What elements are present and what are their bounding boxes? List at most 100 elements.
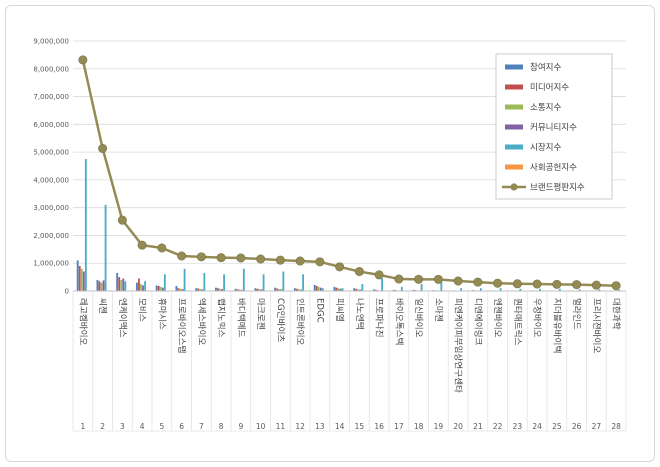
x-axis: [72, 290, 627, 432]
bar-시장지수-CG인바이츠: [282, 271, 285, 291]
bar-소통지수-랩지노믹스: [219, 288, 221, 291]
bar-미디어지수-랩지노믹스: [217, 288, 219, 291]
bar-series: [76, 159, 621, 291]
point-브랜드평판지수-엔케이맥스: [117, 215, 127, 225]
category-index-label: 17: [394, 422, 404, 431]
bar-미디어지수-마크로젠: [256, 288, 259, 291]
bar-시장지수-디엔에이링크: [479, 288, 482, 291]
legend-label: 브랜드평판지수: [530, 182, 585, 193]
bar-미디어지수-인트론바이오: [296, 288, 298, 291]
bar-미디어지수-프로파나진: [375, 289, 377, 291]
bar-시장지수-씨젠: [104, 204, 107, 291]
category-index-label: 11: [276, 422, 286, 431]
bar-커뮤니티지수-EDGC: [319, 287, 322, 291]
bar-시장지수-바이오톡스텍: [400, 286, 403, 291]
legend-label: 시장지수: [530, 142, 561, 153]
legend-swatch-시장지수: [505, 144, 523, 150]
category-label: 프로파나진: [374, 298, 385, 338]
grid-lines: [73, 40, 626, 292]
bar-참여지수-바디텍메드: [234, 288, 237, 291]
y-axis-ticks: 0 1,000,000 2,000,000 3,000,000 4,000,000 5,0…: [33, 38, 69, 296]
bar-시장지수-마크로젠: [262, 274, 265, 291]
bar-시장지수-프로파나진: [381, 278, 384, 291]
category-label: 레고켐바이오: [77, 298, 89, 346]
bar-시장지수-프리시젼바이오: [598, 289, 601, 291]
bar-커뮤니티지수-나노엔텍: [359, 289, 362, 291]
category-label: 대한과학: [611, 298, 622, 330]
bar-커뮤니티지수-레고켐바이오: [82, 271, 85, 291]
bar-시장지수-바디텍메드: [242, 268, 245, 291]
bar-참여지수-바이오톡스텍: [392, 289, 395, 291]
bar-참여지수-EDGC: [313, 284, 316, 291]
bar-소통지수-씨젠: [100, 282, 103, 291]
category-index-label: 13: [315, 422, 325, 431]
bar-커뮤니티지수-엔케이맥스: [122, 278, 125, 291]
bar-시장지수-랩지노믹스: [223, 274, 226, 291]
y-tick-label: 0: [65, 288, 69, 296]
bar-미디어지수-씨젠: [98, 281, 101, 291]
category-label: 피엔케이피부임상연구센타: [453, 298, 465, 393]
bar-시장지수-인트론바이오: [302, 274, 305, 291]
point-브랜드평판지수-CG인바이츠: [275, 255, 285, 265]
category-index-label: 10: [256, 422, 266, 431]
bar-미디어지수-CG인바이츠: [276, 288, 279, 291]
category-index-label: 15: [355, 422, 365, 431]
category-label: 퀀타매트릭스: [512, 298, 524, 346]
bar-시장지수-엔젠바이오: [499, 288, 502, 291]
bar-참여지수-일신바이오: [412, 289, 415, 291]
bar-미디어지수-바디텍메드: [236, 289, 239, 291]
category-label: 엑세스바이오: [196, 298, 208, 346]
point-브랜드평판지수-프리시젼바이오: [591, 280, 601, 290]
legend-swatch-참여지수: [505, 64, 523, 70]
bar-참여지수-휴마시스: [155, 285, 158, 291]
bar-소통지수-EDGC: [317, 286, 320, 291]
category-index-label: 19: [434, 422, 444, 431]
legend-label: 참여지수: [530, 62, 561, 73]
point-브랜드평판지수-바디텍메드: [236, 253, 246, 263]
y-tick-label: 7,000,000: [33, 93, 69, 101]
point-브랜드평판지수-피엔케이피부임상연구센타: [453, 276, 463, 286]
bar-참여지수-마크로젠: [254, 288, 257, 291]
bar-소통지수-나노엔텍: [357, 289, 360, 291]
bar-커뮤니티지수-랩지노믹스: [221, 289, 223, 291]
bar-시장지수-피씨엘: [341, 288, 344, 291]
bar-커뮤니티지수-피씨엘: [339, 288, 342, 291]
category-index-label: 6: [179, 422, 184, 431]
bar-참여지수-CG인바이츠: [274, 287, 277, 291]
bar-커뮤니티지수-인트론바이오: [300, 289, 302, 291]
bar-시장지수-퀀타매트릭스: [519, 288, 522, 291]
point-브랜드평판지수-멀라인드: [572, 280, 582, 290]
point-브랜드평판지수-레고켐바이오: [78, 55, 88, 65]
bar-커뮤니티지수-CG인바이츠: [280, 289, 283, 291]
category-label: 바이오톡스텍: [393, 298, 404, 345]
category-label: 랩지노믹스: [216, 298, 228, 338]
bar-미디어지수-나노엔텍: [355, 288, 358, 291]
category-label: 우정바이오: [532, 298, 543, 338]
point-브랜드평판지수-랩지노믹스: [216, 253, 226, 263]
bar-소통지수-엑세스바이오: [199, 289, 202, 291]
category-label: 인트론바이오: [295, 298, 306, 346]
point-브랜드평판지수-모비스: [137, 240, 147, 250]
category-label: 나노엔텍: [354, 298, 365, 330]
bar-미디어지수-피씨엘: [335, 287, 338, 291]
legend-marker-브랜드평판지수: [510, 183, 518, 191]
legend-label: 미디어지수: [530, 82, 569, 93]
category-label: CG인바이츠: [275, 298, 286, 342]
bar-소통지수-엔케이맥스: [120, 279, 123, 291]
category-label: 프로바이오스텝: [176, 298, 188, 353]
legend-swatch-소통지수: [505, 104, 523, 110]
bar-시장지수-일신바이오: [420, 284, 423, 291]
point-브랜드평판지수-나노엔텍: [354, 267, 364, 277]
bar-참여지수-모비스: [136, 282, 138, 291]
category-index-label: 21: [473, 422, 483, 431]
category-index-label: 16: [374, 422, 384, 431]
bar-시장지수-지더블유바이텍: [558, 288, 561, 291]
category-label: 씨젠: [97, 298, 108, 314]
bar-참여지수-인트론바이오: [294, 288, 296, 291]
bar-참여지수-랩지노믹스: [215, 287, 217, 291]
category-index-label: 9: [238, 422, 243, 431]
category-index-label: 2: [100, 422, 105, 431]
line-브랜드평판지수: [81, 59, 617, 287]
bar-커뮤니티지수-모비스: [142, 285, 144, 291]
category-label: 지더블유바이텍: [551, 298, 562, 353]
